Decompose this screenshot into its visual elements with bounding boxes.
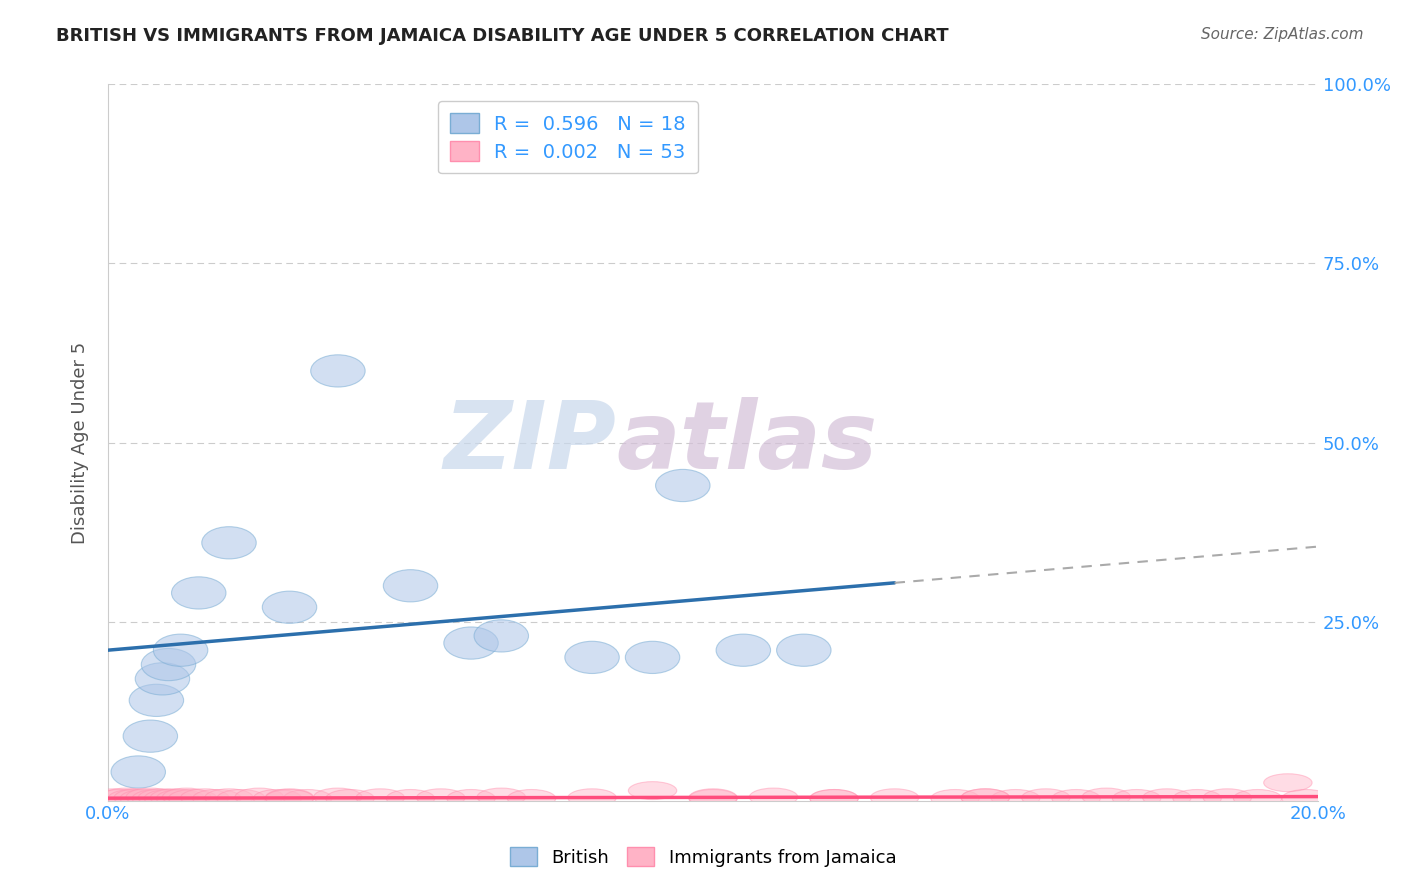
Ellipse shape <box>96 789 145 807</box>
Ellipse shape <box>1173 789 1222 807</box>
Legend: British, Immigrants from Jamaica: British, Immigrants from Jamaica <box>502 840 904 874</box>
Ellipse shape <box>931 789 980 807</box>
Ellipse shape <box>776 634 831 666</box>
Ellipse shape <box>870 789 918 806</box>
Ellipse shape <box>1264 773 1312 792</box>
Ellipse shape <box>474 620 529 652</box>
Ellipse shape <box>132 789 180 807</box>
Ellipse shape <box>311 355 366 387</box>
Ellipse shape <box>129 684 184 716</box>
Ellipse shape <box>444 627 498 659</box>
Ellipse shape <box>689 789 737 806</box>
Ellipse shape <box>477 789 526 806</box>
Ellipse shape <box>628 781 676 799</box>
Y-axis label: Disability Age Under 5: Disability Age Under 5 <box>72 342 89 543</box>
Ellipse shape <box>810 789 858 807</box>
Ellipse shape <box>962 789 1010 806</box>
Ellipse shape <box>156 789 205 807</box>
Ellipse shape <box>108 789 156 807</box>
Ellipse shape <box>991 789 1040 807</box>
Ellipse shape <box>314 789 363 806</box>
Ellipse shape <box>416 789 465 806</box>
Ellipse shape <box>138 789 187 806</box>
Ellipse shape <box>655 469 710 501</box>
Ellipse shape <box>1233 789 1282 807</box>
Ellipse shape <box>217 789 266 807</box>
Text: atlas: atlas <box>616 397 877 489</box>
Ellipse shape <box>326 789 374 807</box>
Text: Source: ZipAtlas.com: Source: ZipAtlas.com <box>1201 27 1364 42</box>
Ellipse shape <box>266 789 314 806</box>
Ellipse shape <box>384 570 437 602</box>
Ellipse shape <box>626 641 679 673</box>
Ellipse shape <box>90 789 138 806</box>
Ellipse shape <box>266 789 314 807</box>
Ellipse shape <box>1204 789 1251 806</box>
Ellipse shape <box>127 789 174 806</box>
Ellipse shape <box>180 789 229 806</box>
Ellipse shape <box>169 789 217 807</box>
Ellipse shape <box>716 634 770 666</box>
Ellipse shape <box>193 789 240 807</box>
Ellipse shape <box>689 789 737 807</box>
Ellipse shape <box>120 789 169 807</box>
Ellipse shape <box>205 789 253 806</box>
Ellipse shape <box>172 577 226 609</box>
Ellipse shape <box>150 789 198 806</box>
Ellipse shape <box>263 591 316 624</box>
Ellipse shape <box>111 756 166 789</box>
Ellipse shape <box>1022 789 1070 806</box>
Ellipse shape <box>1083 789 1130 806</box>
Ellipse shape <box>749 789 797 806</box>
Ellipse shape <box>103 789 150 806</box>
Ellipse shape <box>387 789 434 807</box>
Ellipse shape <box>135 663 190 695</box>
Ellipse shape <box>114 789 163 806</box>
Text: ZIP: ZIP <box>443 397 616 489</box>
Ellipse shape <box>356 789 405 806</box>
Ellipse shape <box>202 526 256 559</box>
Text: BRITISH VS IMMIGRANTS FROM JAMAICA DISABILITY AGE UNDER 5 CORRELATION CHART: BRITISH VS IMMIGRANTS FROM JAMAICA DISAB… <box>56 27 949 45</box>
Ellipse shape <box>141 648 195 681</box>
Ellipse shape <box>508 789 555 807</box>
Ellipse shape <box>284 789 332 807</box>
Ellipse shape <box>124 720 177 752</box>
Ellipse shape <box>1282 789 1330 807</box>
Ellipse shape <box>235 789 284 806</box>
Ellipse shape <box>253 789 302 807</box>
Ellipse shape <box>447 789 495 807</box>
Ellipse shape <box>163 789 211 806</box>
Ellipse shape <box>810 789 858 807</box>
Ellipse shape <box>565 641 619 673</box>
Ellipse shape <box>962 789 1010 806</box>
Ellipse shape <box>1112 789 1161 807</box>
Legend: R =  0.596   N = 18, R =  0.002   N = 53: R = 0.596 N = 18, R = 0.002 N = 53 <box>439 102 697 173</box>
Ellipse shape <box>1052 789 1101 807</box>
Ellipse shape <box>145 789 193 807</box>
Ellipse shape <box>1143 789 1191 806</box>
Ellipse shape <box>568 789 616 806</box>
Ellipse shape <box>153 634 208 666</box>
